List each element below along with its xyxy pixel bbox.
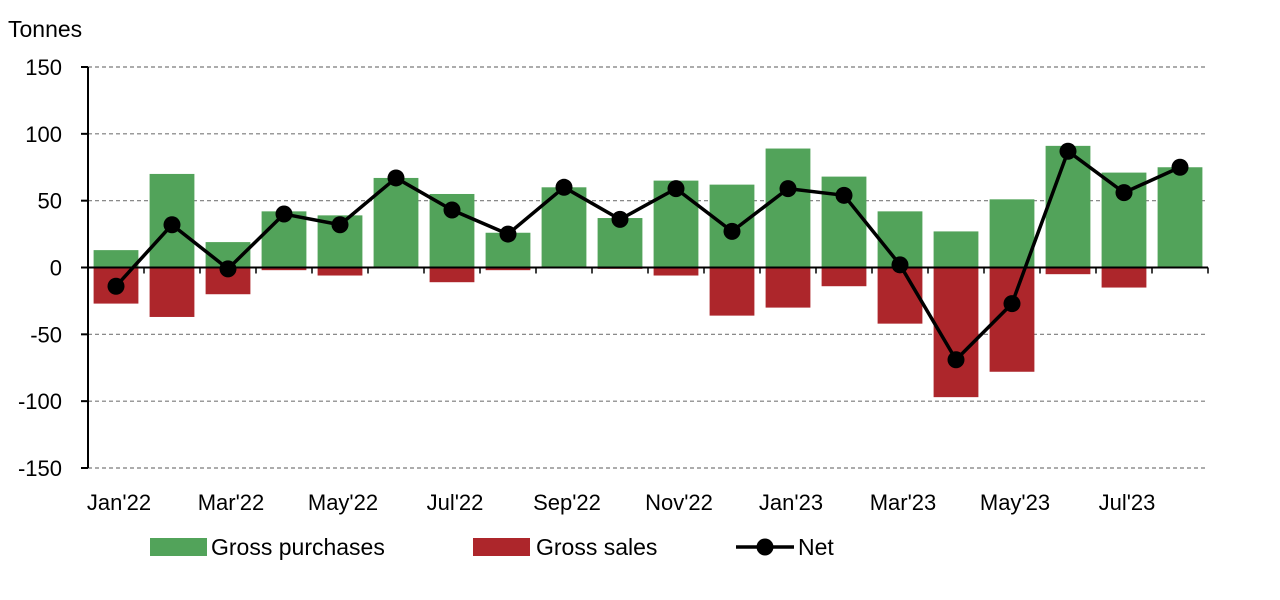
net-point bbox=[723, 222, 741, 240]
gross-sales-bar bbox=[317, 267, 363, 276]
gross-purchases-bar bbox=[373, 177, 419, 268]
net-point bbox=[443, 201, 461, 219]
legend-label-gross-purchases: Gross purchases bbox=[211, 534, 385, 560]
gross-purchases-bar bbox=[765, 148, 811, 268]
y-tick-labels: 150 100 50 0 -50 -100 -150 bbox=[18, 55, 62, 481]
x-tick-label: Sep'22 bbox=[533, 490, 601, 515]
x-tick-label: Jan'22 bbox=[87, 490, 151, 515]
x-tick-label: Jul'23 bbox=[1099, 490, 1156, 515]
y-tick-label: -100 bbox=[18, 389, 62, 414]
y-tick-label: 0 bbox=[50, 256, 62, 281]
legend: Gross purchases Gross sales Net bbox=[150, 534, 834, 560]
gross-sales-bar bbox=[429, 267, 475, 283]
gross-sales-bar bbox=[709, 267, 755, 316]
gross-sales-bar bbox=[765, 267, 811, 308]
net-point bbox=[387, 169, 405, 187]
net-point bbox=[107, 277, 125, 295]
gross-purchases-bar bbox=[1045, 145, 1091, 268]
net-point bbox=[779, 180, 797, 198]
x-tick-label: Nov'22 bbox=[645, 490, 713, 515]
gross-sales-bar bbox=[653, 267, 699, 276]
gross-sales-bar bbox=[149, 267, 195, 317]
y-tick-label: 100 bbox=[25, 122, 62, 147]
x-tick-label: Jul'22 bbox=[427, 490, 484, 515]
net-point bbox=[1003, 295, 1021, 313]
gross-purchases-bar bbox=[93, 250, 139, 268]
gross-sales-bar bbox=[261, 267, 307, 271]
legend-swatch-gross-purchases bbox=[150, 538, 207, 556]
net-series-line bbox=[114, 149, 1181, 362]
net-point bbox=[611, 210, 629, 228]
gross-sales-bar bbox=[877, 267, 923, 324]
gross-sales-bars bbox=[93, 267, 1147, 398]
legend-label-gross-sales: Gross sales bbox=[536, 534, 657, 560]
net-point bbox=[555, 178, 573, 196]
legend-marker-net bbox=[756, 538, 774, 556]
net-point bbox=[331, 216, 349, 234]
y-axis-label: Tonnes bbox=[8, 16, 82, 42]
y-tick-label: -150 bbox=[18, 456, 62, 481]
net-point bbox=[891, 256, 909, 274]
x-tick-label: Mar'22 bbox=[198, 490, 265, 515]
gross-sales-bar bbox=[1045, 267, 1091, 275]
x-tick-labels: Jan'22 Mar'22 May'22 Jul'22 Sep'22 Nov'22 Jan'… bbox=[87, 490, 1155, 515]
net-point bbox=[219, 260, 237, 278]
y-tick-label: 50 bbox=[38, 189, 62, 214]
gross-purchases-bar bbox=[989, 199, 1035, 268]
net-point bbox=[835, 186, 853, 204]
gross-purchases-bars bbox=[93, 145, 1203, 268]
axes bbox=[81, 66, 1209, 469]
x-tick-label: May'23 bbox=[980, 490, 1050, 515]
gross-sales-bar bbox=[485, 267, 531, 271]
legend-swatch-gross-sales bbox=[473, 538, 530, 556]
x-tick-label: Jan'23 bbox=[759, 490, 823, 515]
net-point bbox=[275, 205, 293, 223]
net-point bbox=[947, 351, 965, 369]
x-tick-label: May'22 bbox=[308, 490, 378, 515]
gross-sales-bar bbox=[1101, 267, 1147, 288]
x-tick-label: Mar'23 bbox=[870, 490, 937, 515]
net-point bbox=[667, 180, 685, 198]
gross-sales-bar bbox=[821, 267, 867, 287]
net-point bbox=[499, 225, 517, 243]
legend-label-net: Net bbox=[798, 534, 834, 560]
net-point bbox=[1059, 142, 1077, 160]
gross-purchases-bar bbox=[933, 231, 979, 268]
gross-purchases-bar bbox=[1157, 167, 1203, 268]
net-line bbox=[107, 142, 1189, 369]
net-point bbox=[163, 216, 181, 234]
net-point bbox=[1115, 184, 1133, 202]
y-tick-label: -50 bbox=[30, 322, 62, 347]
y-tick-label: 150 bbox=[25, 55, 62, 80]
net-point bbox=[1171, 158, 1189, 176]
